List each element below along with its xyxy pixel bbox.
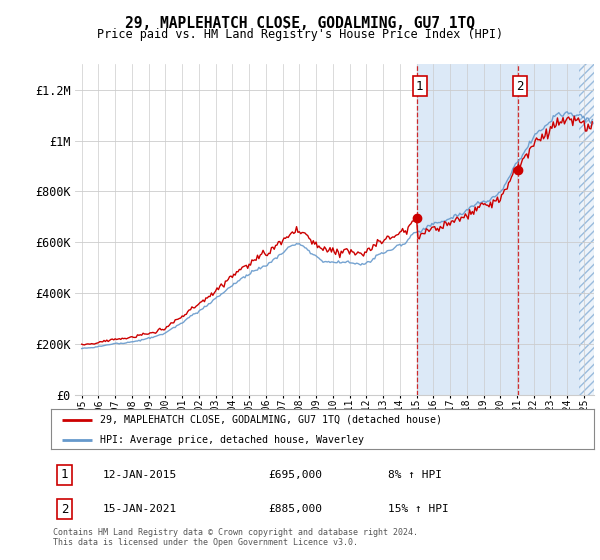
Text: £885,000: £885,000 bbox=[268, 504, 322, 514]
Text: 12-JAN-2015: 12-JAN-2015 bbox=[103, 470, 177, 480]
Text: 2: 2 bbox=[61, 502, 68, 516]
Bar bbox=[579, 64, 594, 395]
Text: Contains HM Land Registry data © Crown copyright and database right 2024.
This d: Contains HM Land Registry data © Crown c… bbox=[53, 528, 418, 547]
Text: HPI: Average price, detached house, Waverley: HPI: Average price, detached house, Wave… bbox=[100, 435, 364, 445]
Text: 29, MAPLEHATCH CLOSE, GODALMING, GU7 1TQ (detached house): 29, MAPLEHATCH CLOSE, GODALMING, GU7 1TQ… bbox=[100, 415, 442, 424]
Text: £695,000: £695,000 bbox=[268, 470, 322, 480]
Text: 15% ↑ HPI: 15% ↑ HPI bbox=[388, 504, 448, 514]
Text: 1: 1 bbox=[416, 80, 424, 92]
Text: 1: 1 bbox=[61, 468, 68, 481]
Bar bbox=[417, 64, 579, 395]
Text: 29, MAPLEHATCH CLOSE, GODALMING, GU7 1TQ: 29, MAPLEHATCH CLOSE, GODALMING, GU7 1TQ bbox=[125, 16, 475, 31]
Bar bbox=[579, 64, 594, 395]
Text: 2: 2 bbox=[517, 80, 524, 92]
Text: Price paid vs. HM Land Registry's House Price Index (HPI): Price paid vs. HM Land Registry's House … bbox=[97, 28, 503, 41]
Text: 15-JAN-2021: 15-JAN-2021 bbox=[103, 504, 177, 514]
Text: 8% ↑ HPI: 8% ↑ HPI bbox=[388, 470, 442, 480]
